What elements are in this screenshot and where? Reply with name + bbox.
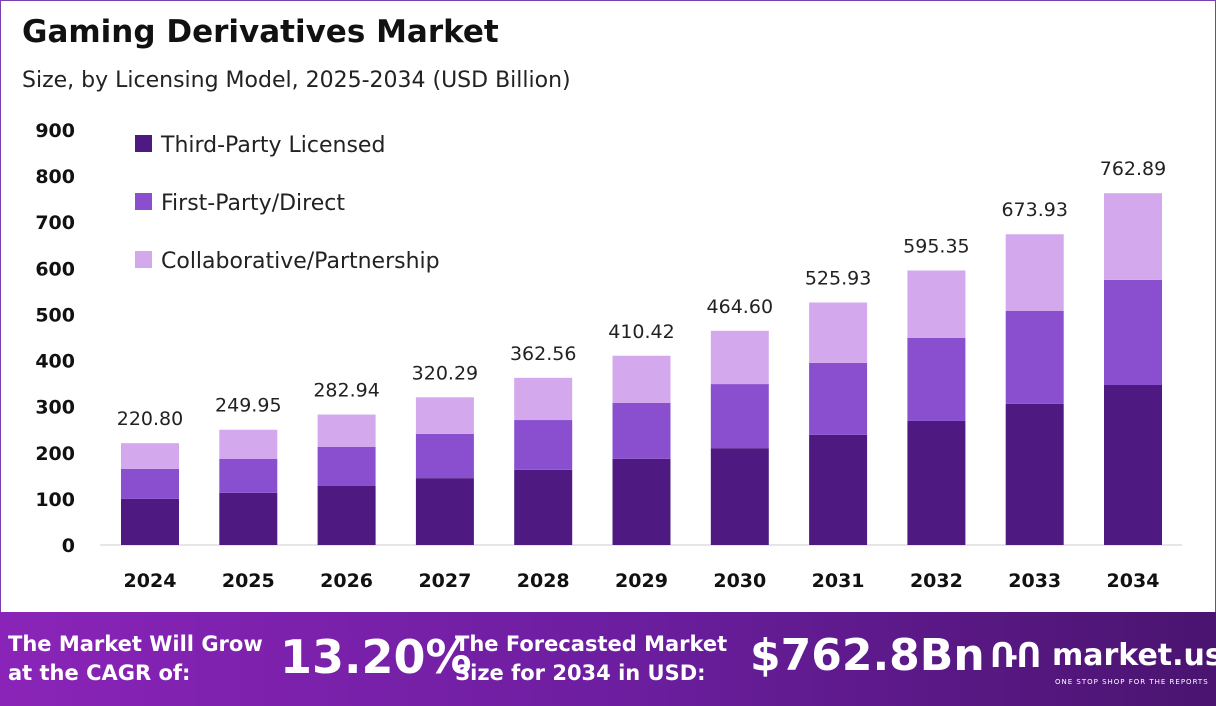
- bar-segment-third-party-licensed: [710, 448, 769, 545]
- x-tick-label: 2031: [812, 570, 865, 592]
- bar-segment-third-party-licensed: [514, 469, 573, 545]
- bar-segment-collaborative-partnership: [415, 397, 474, 434]
- bar-segment-third-party-licensed: [907, 420, 966, 545]
- bar-segment-first-party-direct: [612, 402, 671, 459]
- forecast-label-line1: The Forecasted Market: [455, 632, 728, 656]
- bar-segment-collaborative-partnership: [317, 414, 376, 447]
- x-tick-label: 2025: [222, 570, 275, 592]
- bar-segment-third-party-licensed: [415, 478, 474, 545]
- bar-segment-collaborative-partnership: [1005, 234, 1064, 311]
- total-label: 362.56: [510, 343, 576, 365]
- bar-segment-third-party-licensed: [1104, 384, 1162, 545]
- footer-banner: The Market Will Grow at the CAGR of: 13.2…: [0, 612, 1216, 706]
- chart-title: Gaming Derivatives Market: [22, 14, 499, 50]
- bar-segment-collaborative-partnership: [710, 330, 769, 385]
- y-tick-label: 600: [35, 258, 75, 280]
- stacked-bar-chart: 0 100 200 300 400 500 600 700 800 900 220.80 2024 24…: [35, 120, 1182, 592]
- total-label: 220.80: [117, 408, 183, 430]
- y-tick-label: 200: [35, 443, 75, 465]
- y-tick-label: 300: [35, 397, 75, 419]
- y-tick-label: 700: [35, 212, 75, 234]
- market-us-logo-icon: ՌՈ: [990, 636, 1042, 676]
- y-tick-label: 900: [35, 120, 75, 142]
- total-label: 762.89: [1100, 158, 1166, 180]
- bar-segment-collaborative-partnership: [121, 443, 179, 469]
- y-tick-label: 500: [35, 304, 75, 326]
- x-tick-label: 2024: [124, 570, 177, 592]
- legend-swatch: [135, 251, 152, 268]
- bar-segment-first-party-direct: [121, 468, 179, 499]
- x-tick-label: 2029: [615, 570, 668, 592]
- bar-segment-first-party-direct: [907, 337, 966, 421]
- legend-swatch: [135, 193, 152, 210]
- x-tick-label: 2034: [1107, 570, 1160, 592]
- legend-label: Collaborative/Partnership: [161, 249, 440, 274]
- bar-segment-collaborative-partnership: [514, 377, 573, 421]
- y-tick-label: 0: [62, 535, 75, 557]
- legend-label: First-Party/Direct: [161, 191, 345, 216]
- bar-segment-third-party-licensed: [612, 458, 671, 545]
- total-label: 282.94: [313, 380, 379, 402]
- x-tick-label: 2032: [910, 570, 963, 592]
- forecast-label: The Forecasted Market Size for 2034 in US…: [455, 630, 727, 688]
- brand-tagline: ONE STOP SHOP FOR THE REPORTS: [1055, 678, 1209, 686]
- bar-segment-third-party-licensed: [121, 498, 179, 545]
- x-tick-label: 2027: [418, 570, 471, 592]
- total-label: 410.42: [608, 321, 674, 343]
- total-label: 673.93: [1001, 199, 1067, 221]
- forecast-label-line2: Size for 2034 in USD:: [455, 661, 706, 685]
- bar-segment-collaborative-partnership: [219, 429, 278, 459]
- x-tick-label: 2033: [1008, 570, 1061, 592]
- cagr-label: The Market Will Grow at the CAGR of:: [8, 630, 263, 688]
- x-tick-label: 2030: [713, 570, 766, 592]
- bar-segment-first-party-direct: [514, 420, 573, 470]
- bar-segment-collaborative-partnership: [809, 302, 868, 363]
- bar-segment-first-party-direct: [1104, 279, 1162, 385]
- bar-segment-third-party-licensed: [317, 485, 376, 545]
- bar-segment-third-party-licensed: [809, 434, 868, 545]
- legend-label: Third-Party Licensed: [160, 133, 385, 158]
- cagr-label-line2: at the CAGR of:: [8, 661, 191, 685]
- cagr-value: 13.20%: [280, 630, 472, 684]
- legend-swatch: [135, 135, 152, 152]
- total-label: 525.93: [805, 267, 871, 289]
- bar-segment-first-party-direct: [809, 362, 868, 435]
- chart-subtitle: Size, by Licensing Model, 2025-2034 (USD…: [22, 68, 571, 93]
- bar-segment-first-party-direct: [710, 384, 769, 449]
- x-tick-label: 2026: [320, 570, 373, 592]
- cagr-label-line1: The Market Will Grow: [8, 632, 263, 656]
- y-tick-label: 400: [35, 351, 75, 373]
- bar-segment-first-party-direct: [219, 458, 278, 493]
- bar-segment-first-party-direct: [415, 433, 474, 479]
- y-tick-label: 100: [35, 489, 75, 511]
- bar-segment-first-party-direct: [317, 446, 376, 486]
- bar-segment-third-party-licensed: [1005, 403, 1064, 545]
- bar-segment-collaborative-partnership: [612, 355, 671, 403]
- bar-segment-collaborative-partnership: [907, 270, 966, 338]
- total-label: 320.29: [412, 362, 478, 384]
- x-tick-label: 2028: [517, 570, 570, 592]
- total-label: 249.95: [215, 395, 281, 417]
- brand-name: market.us: [1052, 638, 1216, 673]
- bar-segment-third-party-licensed: [219, 492, 278, 545]
- total-label: 595.35: [903, 235, 969, 257]
- total-label: 464.60: [707, 296, 773, 318]
- bar-segment-first-party-direct: [1005, 310, 1064, 404]
- forecast-value: $762.8Bn: [750, 630, 985, 681]
- y-tick-label: 800: [35, 166, 75, 188]
- bar-segment-collaborative-partnership: [1104, 193, 1162, 280]
